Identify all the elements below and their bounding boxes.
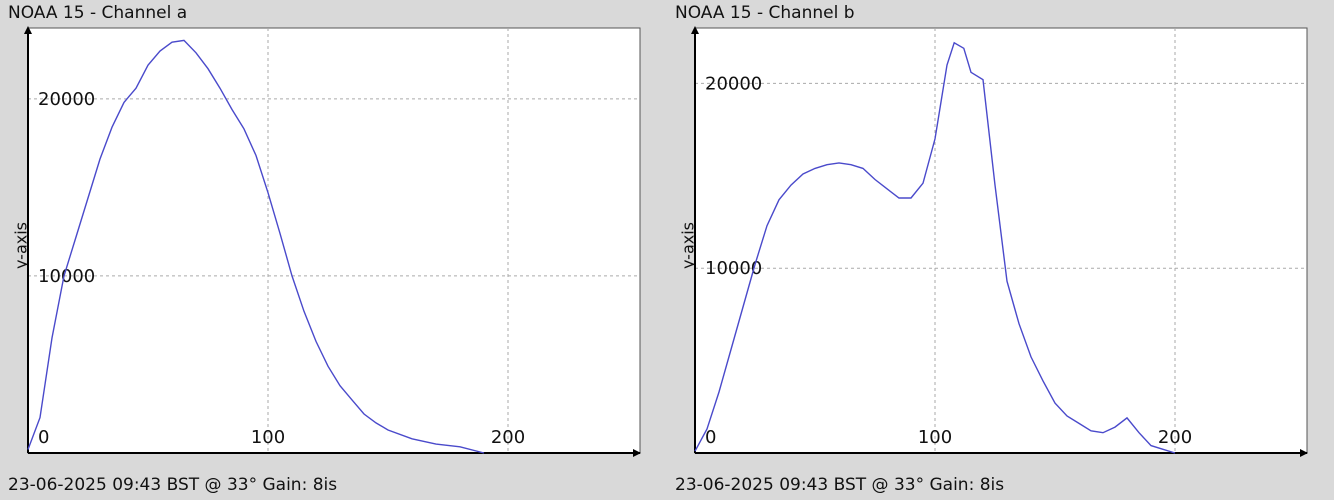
chart-title: NOAA 15 - Channel b [675,3,855,23]
y-tick-label: 10000 [38,266,95,287]
chart-plot-b: 0 100 200 10000 20000 [691,26,1308,457]
x-tick-label: 100 [251,427,285,448]
y-tick-label: 10000 [705,258,762,279]
chart-footer: 23-06-2025 09:43 BST @ 33° Gain: 8is [675,475,1005,495]
x-axis-arrow [633,449,641,457]
x-tick-label: 0 [38,427,49,448]
chart-panel-a: NOAA 15 - Channel a y-axis 0 100 200 10000 2… [8,3,641,495]
chart-plot-a: 0 100 200 10000 20000 [24,26,641,457]
x-tick-label: 200 [1158,427,1192,448]
x-axis-arrow [1300,449,1308,457]
plot-area [694,27,1308,454]
y-axis-arrow [691,26,699,34]
chart-panel-b: NOAA 15 - Channel b y-axis 0 100 200 10000 2… [667,0,1334,500]
series-line [27,39,485,454]
x-tick-label: 200 [491,427,525,448]
x-tick-label: 100 [918,427,952,448]
plot-area [27,27,641,454]
series-line [694,41,1176,454]
y-tick-label: 20000 [705,73,762,94]
x-tick-label: 0 [705,427,716,448]
y-axis-arrow [24,26,32,34]
chart-title: NOAA 15 - Channel a [8,3,188,23]
y-tick-label: 20000 [38,89,95,110]
chart-footer: 23-06-2025 09:43 BST @ 33° Gain: 8is [8,475,338,495]
